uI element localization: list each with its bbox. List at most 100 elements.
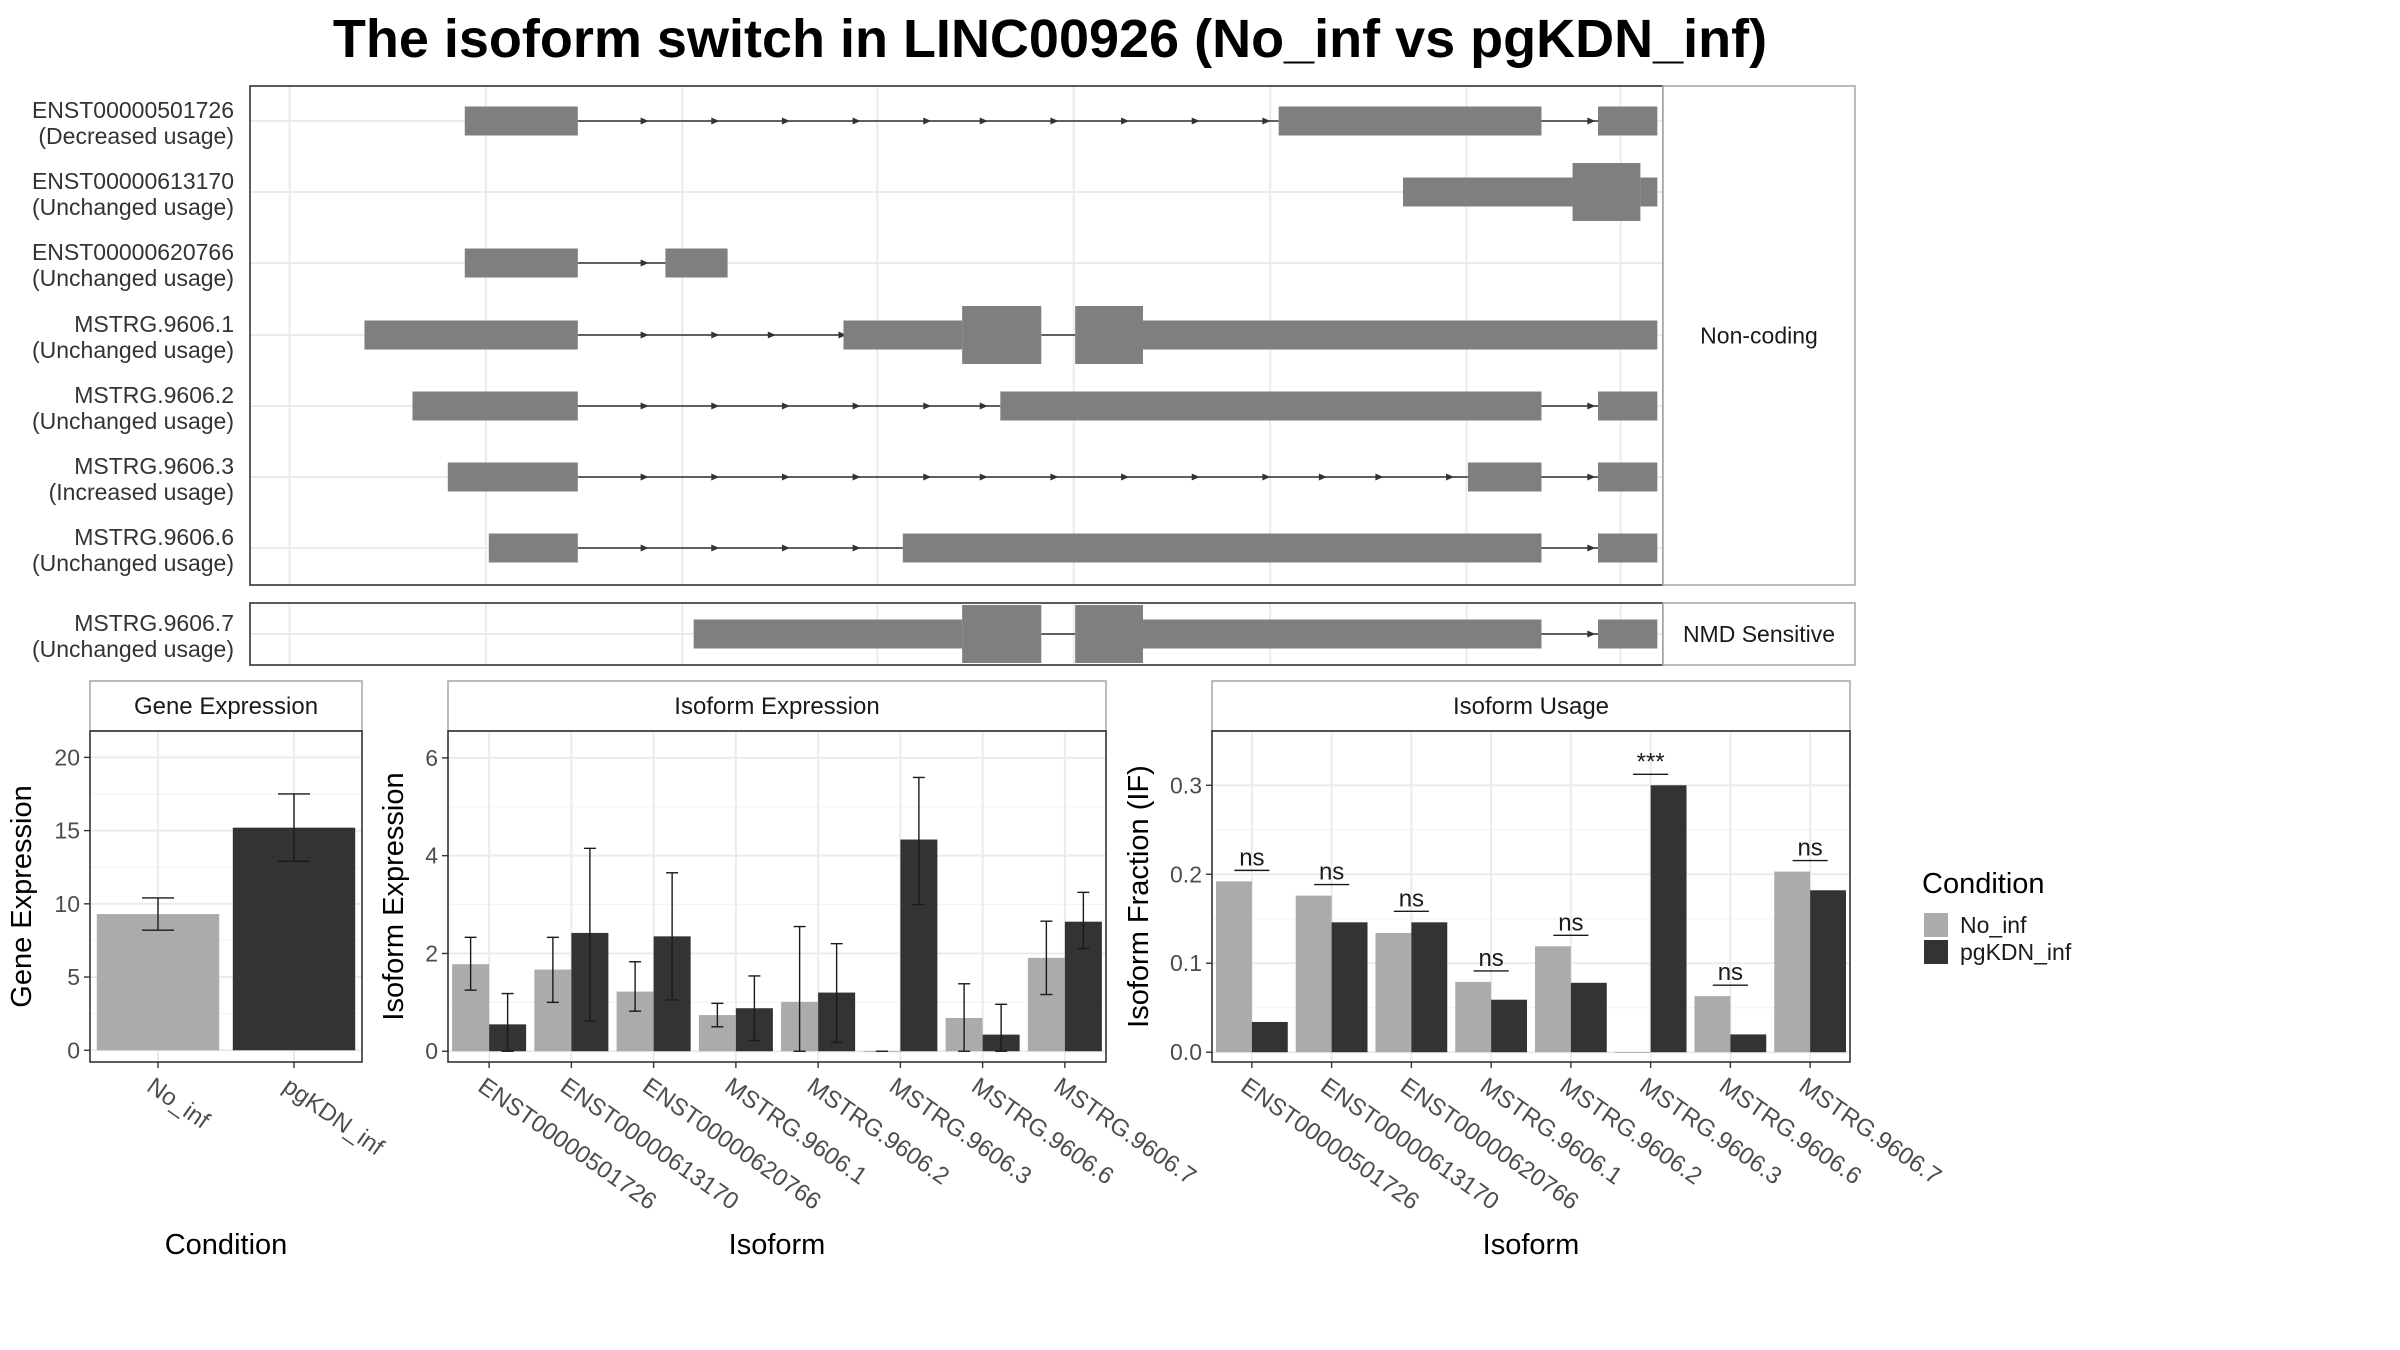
significance-label: ns — [1718, 959, 1743, 986]
x-tick-label: MSTRG.9606.2 — [1555, 1073, 1707, 1191]
y-tick-label: 0.3 — [1170, 772, 1202, 798]
intron-arrow — [711, 117, 720, 125]
intron-arrow — [711, 331, 720, 339]
transcript-id-label: MSTRG.9606.1 — [74, 311, 234, 337]
intron-arrow — [711, 544, 720, 552]
transcript-id-label: ENST00000613170 — [32, 168, 234, 194]
intron-arrow — [640, 117, 649, 125]
legend-title: Condition — [1922, 868, 2045, 900]
transcript-usage-label: (Unchanged usage) — [32, 408, 234, 434]
significance-label: ns — [1478, 945, 1503, 972]
x-tick-label: MSTRG.9606.6 — [1714, 1073, 1866, 1191]
intron-arrow — [1191, 117, 1200, 125]
intron-arrow — [1587, 402, 1596, 410]
exon-block — [364, 320, 578, 350]
exon-block — [962, 306, 1042, 364]
legend-label: pgKDN_inf — [1960, 939, 2072, 965]
transcript-id-label: ENST00000620766 — [32, 239, 234, 265]
x-tick-label: MSTRG.9606.7 — [1794, 1073, 1946, 1191]
data-bar — [96, 914, 220, 1051]
gene-expression-panel: Gene Expression 0 5 10 15 20 No_inf pgKDN_inf Co… — [6, 680, 389, 1261]
exon-block — [962, 605, 1042, 663]
significance-label: ns — [1239, 844, 1264, 871]
intron-arrow — [1262, 473, 1271, 481]
x-tick-label: MSTRG.9606.3 — [884, 1073, 1036, 1191]
exon-block — [843, 320, 963, 350]
intron-arrow — [1121, 473, 1130, 481]
y-tick-label: 2 — [425, 940, 438, 966]
exon-block — [1598, 391, 1658, 421]
intron-arrow — [640, 544, 649, 552]
exon-block — [1000, 391, 1542, 421]
isoform-expression-panel: Isoform Expression0246ENST00000501726ENS… — [378, 680, 1201, 1261]
noncoding-strip-label: Non-coding — [1700, 323, 1818, 349]
transcript-usage-label: (Unchanged usage) — [32, 550, 234, 576]
exon-block — [1403, 177, 1599, 207]
transcript-usage-label: (Increased usage) — [49, 479, 234, 505]
y-tick-label: 0 — [67, 1037, 80, 1063]
exon-block — [1598, 462, 1658, 492]
data-bar — [1694, 996, 1731, 1053]
y-tick-label: 15 — [54, 818, 80, 844]
legend-label: No_inf — [1960, 912, 2027, 938]
data-bar — [1810, 890, 1847, 1053]
intron-arrow — [1375, 473, 1384, 481]
intron-arrow — [979, 402, 988, 410]
data-bar — [1411, 922, 1448, 1053]
x-axis-title: Condition — [165, 1229, 288, 1261]
x-tick-label: MSTRG.9606.2 — [802, 1073, 954, 1191]
nmd-strip — [1662, 602, 1856, 666]
intron-arrow — [979, 117, 988, 125]
panel-title: Isoform Usage — [1453, 693, 1609, 720]
noncoding-strip — [1662, 85, 1856, 586]
y-tick-label: 6 — [425, 745, 438, 771]
data-bar — [1570, 982, 1607, 1053]
intron-arrow — [781, 544, 790, 552]
transcript-id-label: MSTRG.9606.2 — [74, 382, 234, 408]
legend-swatch — [1924, 913, 1948, 937]
panel-border — [89, 730, 363, 1063]
y-axis-title: Isoform Expression — [378, 772, 410, 1020]
intron-arrow — [767, 331, 776, 339]
data-bar — [1614, 1052, 1651, 1054]
y-tick-label: 5 — [67, 964, 80, 990]
intron-arrow — [923, 117, 932, 125]
intron-arrow — [979, 473, 988, 481]
intron-arrow — [640, 473, 649, 481]
intron-arrow — [1587, 630, 1596, 638]
intron-arrow — [1587, 117, 1596, 125]
panel-strip — [89, 680, 363, 732]
y-tick-label: 0.2 — [1170, 861, 1202, 887]
data-bar — [1375, 932, 1412, 1053]
exon-block — [412, 391, 578, 421]
x-axis-title: Isoform — [1483, 1229, 1580, 1261]
nmd-strip-label: NMD Sensitive — [1683, 621, 1835, 647]
intron-arrow — [1121, 117, 1130, 125]
panel-border — [447, 730, 1107, 1063]
panel-title: Isoform Expression — [674, 693, 879, 720]
transcript-id-label: MSTRG.9606.3 — [74, 453, 234, 479]
exon-block — [464, 106, 578, 136]
y-tick-label: 20 — [54, 744, 80, 770]
exon-block — [488, 533, 578, 563]
intron-arrow — [852, 473, 861, 481]
exon-block — [1468, 462, 1542, 492]
data-bar — [232, 827, 356, 1051]
panel-border — [1211, 730, 1851, 1063]
intron-arrow — [838, 331, 847, 339]
intron-arrow — [923, 402, 932, 410]
exon-block — [902, 533, 1542, 563]
intron-arrow — [711, 402, 720, 410]
significance-label: *** — [1637, 748, 1665, 775]
data-bar — [1491, 999, 1528, 1053]
x-tick-label: MSTRG.9606.6 — [967, 1073, 1119, 1191]
exon-block — [1572, 163, 1641, 221]
y-tick-label: 10 — [54, 891, 80, 917]
transcript-structure-panel: ENST00000501726(Decreased usage) ENST0000… — [32, 85, 1856, 666]
intron-arrow — [1262, 117, 1271, 125]
exon-block — [1640, 177, 1658, 207]
legend-swatch — [1924, 940, 1948, 964]
data-bar — [1295, 895, 1332, 1053]
x-tick-label: pgKDN_inf — [278, 1073, 389, 1162]
